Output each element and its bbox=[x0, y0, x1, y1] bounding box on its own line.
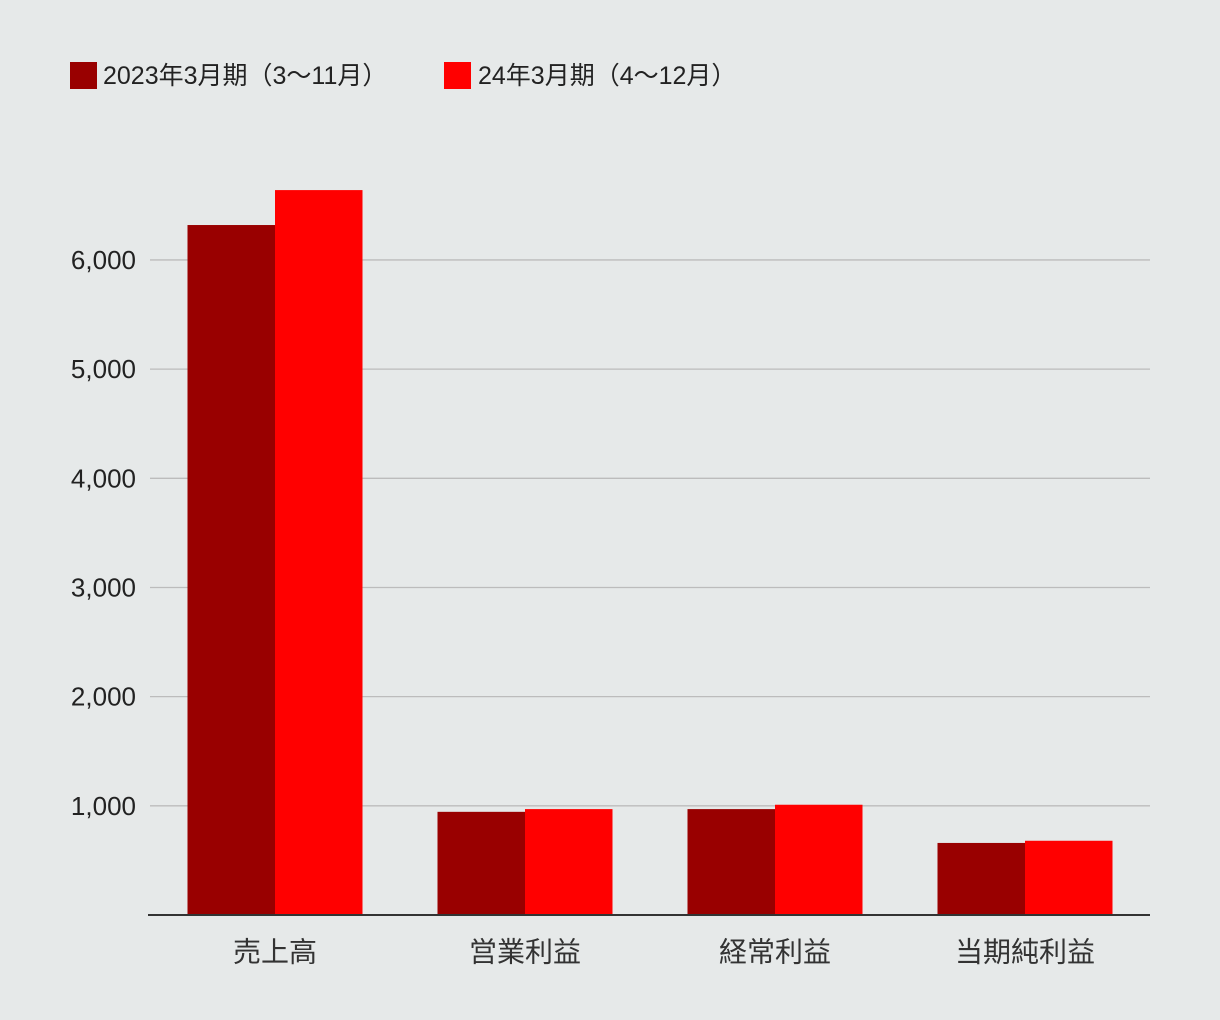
bars bbox=[187, 190, 1113, 915]
bar-series-1-category-1 bbox=[525, 809, 613, 915]
y-tick-label: 6,000 bbox=[71, 245, 136, 275]
bar-series-0-category-0 bbox=[187, 225, 275, 915]
y-tick-label: 1,000 bbox=[71, 791, 136, 821]
legend: 2023年3月期（3～11月） 24年3月期（4～12月） bbox=[70, 62, 736, 90]
legend-label-series-1: 24年3月期（4～12月） bbox=[478, 62, 736, 90]
legend-swatch-series-1 bbox=[444, 62, 471, 89]
legend-swatch-series-0 bbox=[70, 62, 97, 89]
bar-series-0-category-3 bbox=[937, 842, 1025, 915]
bar-series-0-category-2 bbox=[687, 809, 775, 915]
bar-series-1-category-3 bbox=[1025, 840, 1113, 915]
bar-series-1-category-2 bbox=[775, 804, 863, 915]
legend-label-series-0: 2023年3月期（3～11月） bbox=[103, 62, 387, 90]
y-tick-label: 2,000 bbox=[71, 682, 136, 712]
x-tick-label: 売上高 bbox=[233, 937, 317, 968]
x-tick-label: 当期純利益 bbox=[955, 937, 1095, 968]
bar-series-0-category-1 bbox=[437, 811, 525, 915]
x-tick-label: 経常利益 bbox=[719, 937, 831, 968]
y-tick-label: 5,000 bbox=[71, 354, 136, 384]
x-tick-label: 営業利益 bbox=[469, 937, 581, 968]
y-tick-label: 4,000 bbox=[71, 463, 136, 493]
bar-series-1-category-0 bbox=[275, 190, 363, 915]
y-axis-tick-labels: 1,000 2,000 3,000 4,000 5,000 6,000 bbox=[71, 245, 136, 821]
y-tick-label: 3,000 bbox=[71, 572, 136, 602]
x-axis-category-labels: 売上高 営業利益 経常利益 当期純利益 bbox=[233, 937, 1095, 968]
